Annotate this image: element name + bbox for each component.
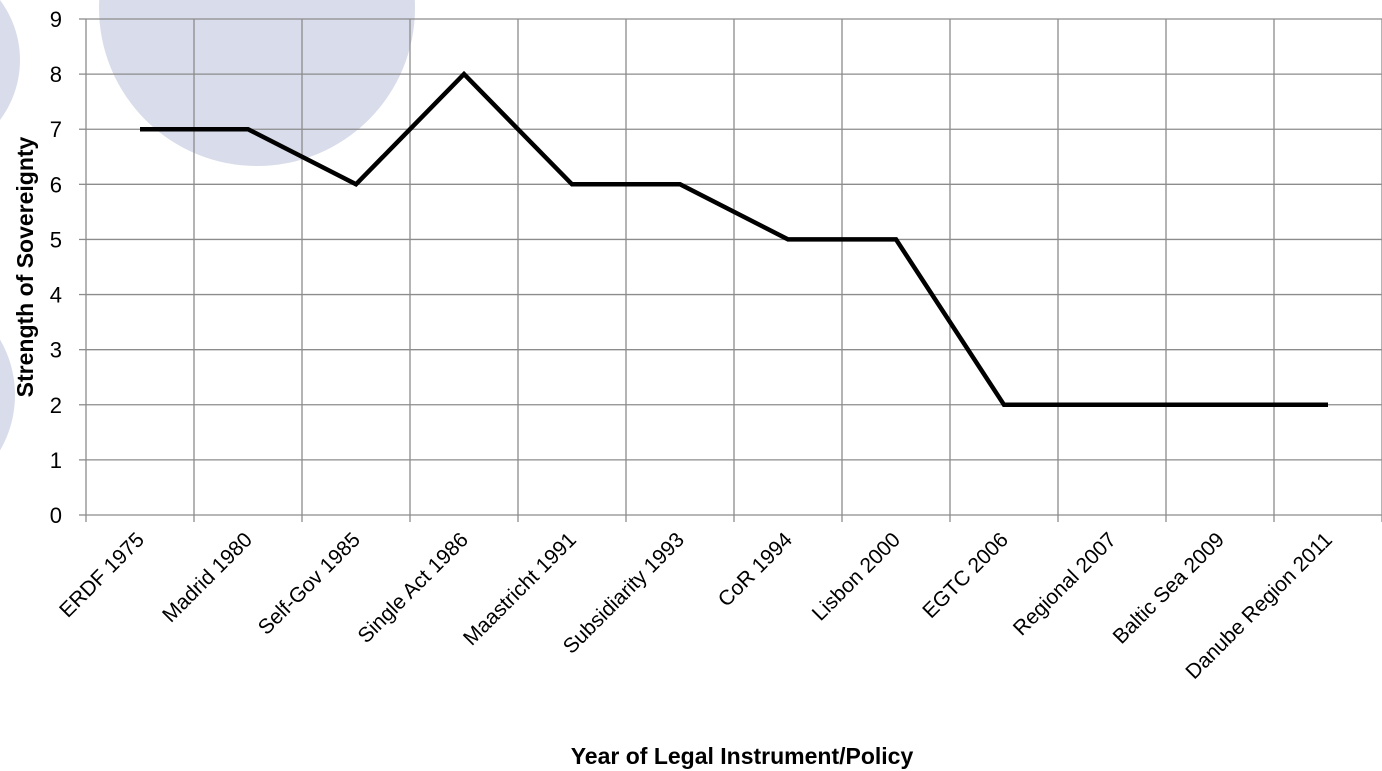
axes (79, 18, 1382, 522)
y-axis-title: Strength of Sovereignty (12, 136, 38, 397)
x-tick-label: Baltic Sea 2009 (1109, 528, 1229, 648)
x-tick-label: Self-Gov 1985 (254, 528, 365, 639)
y-tick-label: 3 (50, 338, 62, 363)
x-tick-label: ERDF 1975 (55, 528, 149, 622)
series-line (140, 70, 1328, 408)
background-decoration (0, 0, 415, 451)
x-tick-label: Lisbon 2000 (808, 528, 905, 625)
x-axis-title: Year of Legal Instrument/Policy (571, 743, 914, 769)
x-tick-label: EGTC 2006 (918, 528, 1013, 623)
y-tick-label: 8 (50, 62, 62, 87)
y-tick-label: 5 (50, 227, 62, 252)
y-tick-label: 2 (50, 393, 62, 418)
grid (86, 18, 1382, 515)
series (140, 70, 1328, 408)
x-tick-label: CoR 1994 (714, 528, 797, 611)
y-tick-labels: 0 1 2 3 4 5 6 7 8 9 (50, 7, 62, 528)
x-tick-label: Maastricht 1991 (459, 528, 581, 650)
background-circle (0, 339, 15, 451)
y-tick-label: 7 (50, 117, 62, 142)
background-circle (99, 0, 415, 166)
y-tick-label: 4 (50, 283, 62, 308)
x-tick-label: Regional 2007 (1009, 528, 1121, 640)
y-tick-label: 9 (50, 7, 62, 32)
y-tick-label: 1 (50, 448, 62, 473)
x-tick-label: Single Act 1986 (353, 528, 472, 647)
background-circle (0, 0, 20, 120)
x-tick-label: Madrid 1980 (158, 528, 257, 627)
y-tick-label: 0 (50, 503, 62, 528)
y-tick-label: 6 (50, 172, 62, 197)
x-tick-label: Subsidiarity 1993 (559, 528, 689, 658)
